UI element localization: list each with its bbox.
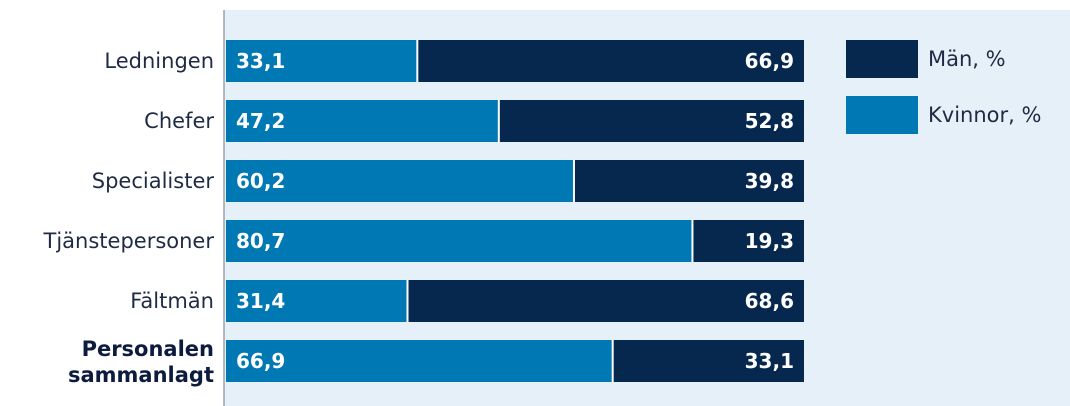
value-label-man: 33,1 — [745, 349, 794, 373]
bar-man-faltman — [407, 280, 804, 322]
category-label-personalen-sammanlagt: Personalen sammanlagt — [68, 337, 214, 387]
value-label-kvinnor: 31,4 — [236, 289, 285, 313]
legend-swatch-man — [846, 40, 918, 78]
category-label-specialister: Specialister — [92, 169, 215, 193]
category-labels-group: Ledningen Chefer Specialister Tjänsteperson… — [43, 49, 215, 387]
category-label-ledningen: Ledningen — [104, 49, 214, 73]
bar-man-specialister — [573, 160, 804, 202]
value-label-kvinnor: 60,2 — [236, 169, 285, 193]
value-label-man: 68,6 — [745, 289, 794, 313]
value-label-man: 19,3 — [745, 229, 794, 253]
bar-kvinnor-specialister — [226, 160, 574, 202]
bar-kvinnor-faltman — [226, 280, 408, 322]
bar-kvinnor-chefer — [226, 100, 499, 142]
bar-kvinnor-tjanstepersoner — [226, 220, 693, 262]
category-label-faltman: Fältmän — [130, 289, 214, 313]
value-label-kvinnor: 47,2 — [236, 109, 285, 133]
category-label-chefer: Chefer — [144, 109, 214, 133]
value-label-man: 66,9 — [745, 49, 794, 73]
value-label-kvinnor: 33,1 — [236, 49, 285, 73]
bar-kvinnor-personalen-sammanlagt — [226, 340, 613, 382]
legend-swatch-kvinnor — [846, 96, 918, 134]
bar-man-tjanstepersoner — [692, 220, 804, 262]
bar-man-personalen-sammanlagt — [612, 340, 804, 382]
legend-label-kvinnor: Kvinnor, % — [928, 103, 1041, 127]
value-label-man: 39,8 — [745, 169, 794, 193]
bar-man-chefer — [498, 100, 804, 142]
value-label-kvinnor: 66,9 — [236, 349, 285, 373]
bars-group: 33,1 66,9 47,2 52,8 60,2 39,8 80,7 19,3 31,4 68,6… — [226, 40, 804, 382]
bar-kvinnor-ledningen — [226, 40, 418, 82]
value-label-kvinnor: 80,7 — [236, 229, 285, 253]
legend-label-man: Män, % — [928, 47, 1006, 71]
value-label-man: 52,8 — [745, 109, 794, 133]
legend: Män, % Kvinnor, % — [846, 40, 1041, 134]
bar-man-ledningen — [417, 40, 804, 82]
category-label-tjanstepersoner: Tjänstepersoner — [43, 229, 215, 253]
